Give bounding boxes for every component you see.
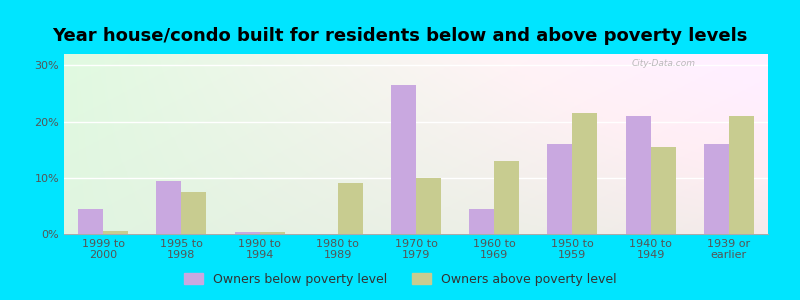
Bar [338, 183, 363, 234]
Bar [234, 232, 259, 234]
Legend: Owners below poverty level, Owners above poverty level: Owners below poverty level, Owners above… [179, 268, 621, 291]
Bar [573, 113, 598, 234]
Bar [259, 232, 285, 234]
Bar [156, 181, 182, 234]
Bar [547, 144, 573, 234]
Text: Year house/condo built for residents below and above poverty levels: Year house/condo built for residents bel… [52, 27, 748, 45]
Bar [650, 147, 676, 234]
Bar [78, 209, 103, 234]
Bar [182, 192, 206, 234]
Bar [391, 85, 416, 234]
Bar [729, 116, 754, 234]
Bar [704, 144, 729, 234]
Text: City-Data.com: City-Data.com [632, 58, 696, 68]
Bar [469, 209, 494, 234]
Bar [103, 231, 128, 234]
Bar [494, 161, 519, 234]
Bar [626, 116, 650, 234]
Bar [416, 178, 441, 234]
